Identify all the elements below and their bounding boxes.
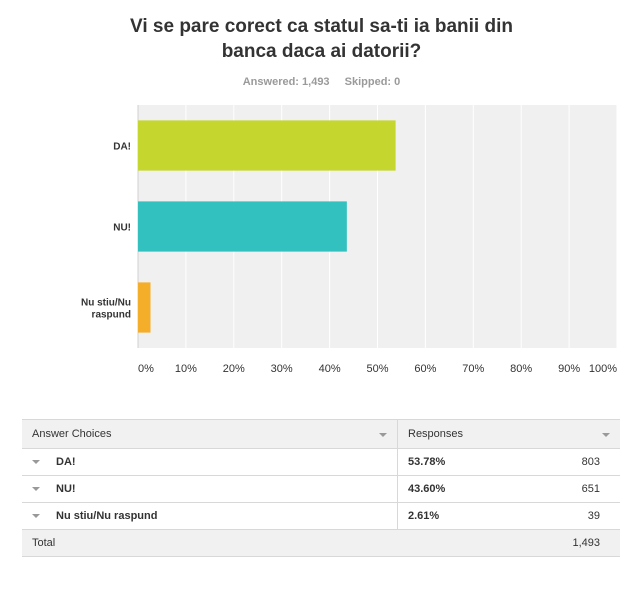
total-label: Total: [22, 529, 398, 557]
total-row: Total 1,493: [22, 529, 620, 557]
count-cell: 39: [528, 502, 620, 530]
category-label: NU!: [113, 223, 131, 234]
category-label: Nu stiu/Nu: [81, 298, 131, 309]
bar-2: [138, 201, 347, 252]
answer-choices-header-label: Answer Choices: [32, 428, 112, 440]
total-count: 1,493: [528, 529, 620, 557]
count-cell: 651: [528, 475, 620, 503]
x-tick-label: 90%: [558, 363, 580, 375]
survey-question-title: Vi se pare corect ca statul sa-ti ia ban…: [0, 14, 643, 64]
table-row: NU! 43.60% 651: [22, 475, 620, 503]
bar-3: [138, 282, 151, 333]
choice-cell: Nu stiu/Nu raspund: [22, 502, 398, 530]
category-label: raspund: [92, 310, 131, 321]
x-tick-label: 100%: [589, 363, 617, 375]
percent-cell: 43.60%: [397, 475, 528, 503]
choice-label: Nu stiu/Nu raspund: [56, 510, 158, 522]
x-tick-label: 10%: [175, 363, 197, 375]
chevron-down-icon[interactable]: [602, 433, 610, 437]
x-tick-label: 30%: [271, 363, 293, 375]
count-cell: 803: [528, 448, 620, 476]
x-tick-label: 70%: [462, 363, 484, 375]
choice-label: NU!: [56, 483, 76, 495]
percent-cell: 53.78%: [397, 448, 528, 476]
total-spacer: [397, 529, 528, 557]
choice-cell: NU!: [22, 475, 398, 503]
table-header-row: Answer Choices Responses: [22, 419, 620, 449]
category-label: DA!: [113, 142, 131, 153]
response-stats: Answered: 1,493 Skipped: 0: [0, 76, 643, 88]
answered-count: Answered: 1,493: [242, 76, 330, 88]
skipped-count: Skipped: 0: [344, 76, 401, 88]
choice-label: DA!: [56, 456, 76, 468]
x-tick-label: 60%: [414, 363, 436, 375]
responses-header[interactable]: Responses: [397, 419, 620, 449]
chevron-down-icon[interactable]: [379, 433, 387, 437]
responses-header-label: Responses: [408, 428, 464, 440]
chevron-down-icon[interactable]: [32, 460, 40, 465]
title-line-1: Vi se pare corect ca statul sa-ti ia ban…: [130, 16, 513, 37]
x-tick-label: 80%: [510, 363, 532, 375]
x-tick-label: 40%: [319, 363, 341, 375]
x-tick-label: 0%: [138, 363, 154, 375]
percent-cell: 2.61%: [397, 502, 528, 530]
x-tick-label: 20%: [223, 363, 245, 375]
chevron-down-icon[interactable]: [32, 514, 40, 519]
table-row: Nu stiu/Nu raspund 2.61% 39: [22, 502, 620, 530]
x-tick-label: 50%: [366, 363, 388, 375]
table-row: DA! 53.78% 803: [22, 448, 620, 476]
answer-choices-header[interactable]: Answer Choices: [22, 419, 398, 449]
responses-table: Answer Choices Responses DA! 53.78% 803 …: [22, 419, 620, 557]
choice-cell: DA!: [22, 448, 398, 476]
bar-1: [138, 120, 396, 171]
chevron-down-icon[interactable]: [32, 487, 40, 492]
title-line-2: banca daca ai datorii?: [221, 41, 422, 62]
